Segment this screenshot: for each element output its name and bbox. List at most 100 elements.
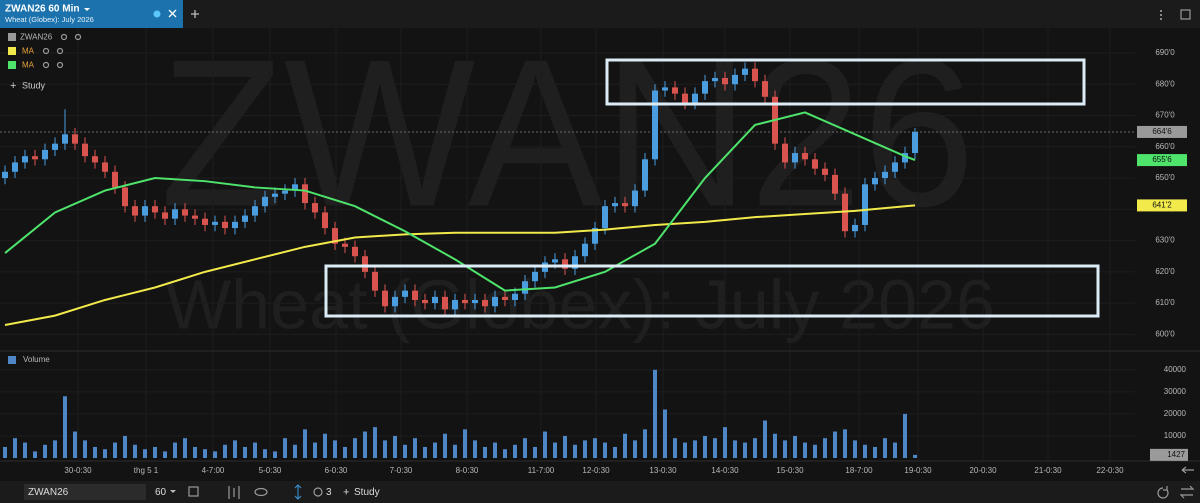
price-tag-label: 664'6 [1152, 127, 1172, 136]
candle-body [172, 209, 178, 219]
volume-bar [483, 446, 487, 458]
tab-title: ZWAN26 60 Min [5, 4, 79, 15]
x-tick-label: 6-0:30 [325, 466, 348, 475]
calendar[interactable] [188, 486, 199, 497]
volume-tick-label: 10000 [1164, 431, 1187, 440]
symbol-input[interactable] [24, 484, 146, 500]
tab-close[interactable] [168, 9, 177, 18]
candle-body [342, 243, 348, 247]
volume-bar [813, 444, 817, 458]
candle-body [862, 184, 868, 225]
watermark-description: Wheat (Globex): July 2026 [165, 265, 995, 343]
volume-bar [583, 440, 587, 458]
volume-bar [883, 438, 887, 458]
x-tick-label: 11-7:00 [528, 466, 555, 475]
volume-last-tag [1150, 448, 1188, 461]
settings[interactable] [56, 47, 64, 55]
visibility[interactable] [254, 487, 268, 497]
volume-bar [693, 440, 697, 458]
volume-bar [703, 435, 707, 458]
settings[interactable] [56, 61, 64, 69]
volume-bar [243, 446, 247, 458]
candle-body [812, 159, 818, 169]
candle-body [412, 290, 418, 300]
volume-bar [783, 440, 787, 458]
candle-body [482, 299, 488, 307]
tab[interactable] [0, 0, 183, 28]
volume-bar [413, 438, 417, 458]
candle-body [512, 293, 518, 300]
volume-bar [253, 442, 257, 458]
volume-bar [523, 438, 527, 458]
x-tick-label: 18-7:00 [845, 466, 873, 475]
scroll-latest[interactable] [1181, 466, 1194, 474]
tab-status [153, 10, 161, 18]
volume-bar [153, 446, 157, 458]
candle-body [652, 90, 658, 160]
new-tab[interactable] [191, 10, 199, 18]
candle-body [102, 162, 108, 172]
candle-body [662, 87, 668, 91]
volume-bar [453, 444, 457, 458]
candle-body [682, 93, 688, 104]
volume-bar [903, 413, 907, 458]
candle-body [712, 78, 718, 82]
volume-bar [23, 442, 27, 458]
volume-bar [73, 431, 77, 458]
undo[interactable] [1157, 486, 1169, 499]
candle-body [882, 171, 888, 179]
study-button[interactable]: Study [22, 80, 46, 90]
candle-body [422, 299, 428, 304]
candle-body [382, 290, 388, 307]
visibility-toggle[interactable] [42, 47, 50, 55]
candle-body [892, 162, 898, 172]
candle-body [262, 196, 268, 207]
annotation-box[interactable] [324, 264, 1100, 318]
candle-body [722, 78, 728, 85]
volume-bar [433, 442, 437, 458]
annotation-box[interactable] [605, 58, 1086, 106]
window-menu[interactable] [1160, 10, 1162, 20]
y-tick-label: 630'0 [1155, 236, 1175, 245]
tab-dropdown[interactable] [84, 8, 90, 11]
candle-body [692, 93, 698, 104]
candle-body [82, 143, 88, 157]
candle-body [452, 299, 458, 310]
volume-bar [373, 427, 377, 458]
candle-body [602, 206, 608, 229]
volume-bar [603, 442, 607, 458]
volume-bar [573, 444, 577, 458]
maximize[interactable] [1180, 9, 1191, 20]
toolbar-study-button[interactable]: Study [354, 487, 380, 498]
candle-body [822, 168, 828, 175]
y-tick-label: 600'0 [1155, 329, 1175, 338]
settings[interactable] [74, 33, 82, 41]
legend-swatch [8, 61, 16, 69]
chart-style[interactable] [228, 486, 240, 499]
y-tick-label: 610'0 [1155, 298, 1175, 307]
volume-bar [113, 442, 117, 458]
volume-bar [673, 438, 677, 458]
legend-label: MA [22, 47, 35, 56]
x-tick-label: 5-0:30 [259, 466, 282, 475]
candle-body [432, 296, 438, 304]
price-tag [1137, 154, 1187, 167]
interval[interactable]: 60 [155, 487, 167, 498]
candle-body [72, 134, 78, 144]
visibility-toggle[interactable] [60, 33, 68, 41]
scale[interactable] [294, 484, 302, 500]
volume-swatch [8, 356, 16, 364]
volume-bar [463, 429, 467, 458]
volume-bar [613, 446, 617, 458]
candle-body [522, 281, 528, 294]
candle-body [242, 215, 248, 222]
candle-body [252, 206, 258, 216]
volume-bar [13, 438, 17, 458]
interval-dropdown[interactable] [170, 490, 176, 493]
visibility-toggle[interactable] [42, 61, 50, 69]
swap[interactable] [1179, 485, 1195, 499]
studies-icon[interactable] [313, 487, 323, 497]
y-tick-label: 690'0 [1155, 48, 1175, 57]
candle-body [832, 174, 838, 194]
candle-body [292, 184, 298, 191]
